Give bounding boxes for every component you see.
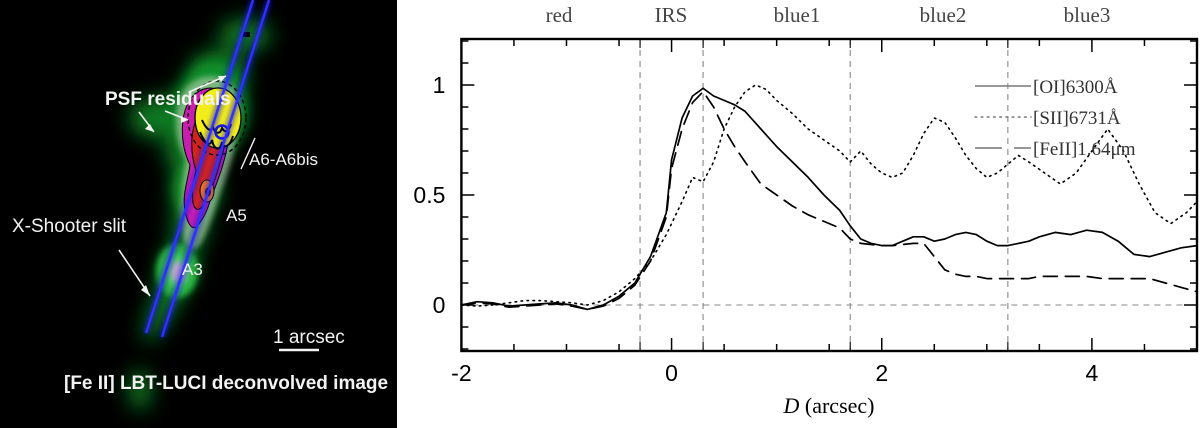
- svg-text:A3: A3: [182, 260, 203, 279]
- svg-text:[Fe II] LBT-LUCI deconvolved i: [Fe II] LBT-LUCI deconvolved image: [64, 373, 388, 394]
- svg-text:0: 0: [433, 292, 446, 318]
- svg-text:[FeII]1.64μm: [FeII]1.64μm: [1033, 139, 1136, 160]
- svg-text:-2: -2: [451, 360, 471, 386]
- svg-text:X-Shooter slit: X-Shooter slit: [12, 216, 127, 237]
- svg-text:D (arcsec): D (arcsec): [783, 393, 875, 418]
- svg-text:IRS: IRS: [655, 3, 688, 27]
- svg-text:blue1: blue1: [774, 3, 821, 27]
- svg-text:PSF residuals: PSF residuals: [105, 89, 231, 110]
- svg-text:1 arcsec: 1 arcsec: [273, 327, 345, 348]
- svg-text:blue2: blue2: [920, 3, 967, 27]
- svg-text:[SII]6731Å: [SII]6731Å: [1033, 108, 1121, 129]
- svg-text:1: 1: [433, 72, 446, 98]
- svg-text:A5: A5: [226, 206, 247, 225]
- svg-text:0: 0: [665, 360, 678, 386]
- svg-text:blue3: blue3: [1064, 3, 1111, 27]
- svg-text:4: 4: [1086, 360, 1099, 386]
- svg-text:0.5: 0.5: [413, 182, 445, 208]
- svg-text:A6-A6bis: A6-A6bis: [249, 150, 318, 169]
- svg-text:2: 2: [875, 360, 888, 386]
- svg-text:[OI]6300Å: [OI]6300Å: [1033, 77, 1118, 98]
- svg-text:red: red: [546, 3, 573, 27]
